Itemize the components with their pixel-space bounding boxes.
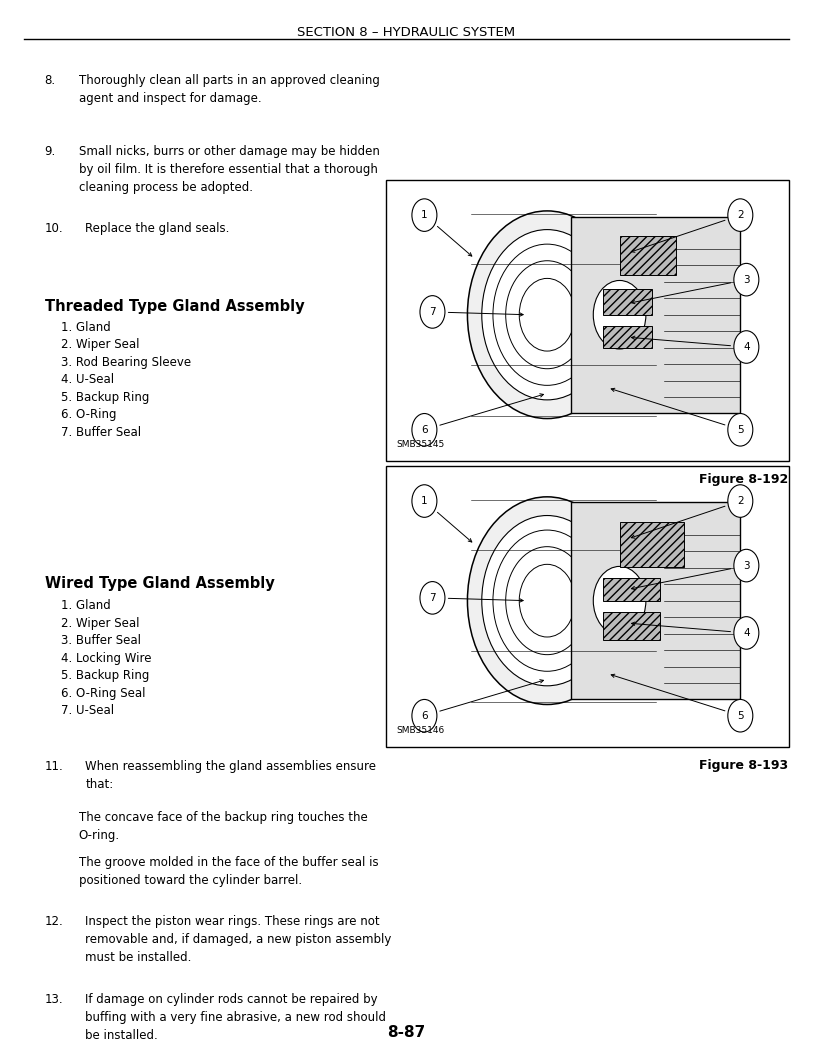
Circle shape bbox=[482, 516, 612, 686]
Text: 2. Wiper Seal: 2. Wiper Seal bbox=[61, 338, 140, 352]
Text: 6: 6 bbox=[421, 425, 428, 435]
Bar bbox=[603, 578, 660, 600]
Text: Replace the gland seals.: Replace the gland seals. bbox=[85, 222, 230, 235]
Text: Threaded Type Gland Assembly: Threaded Type Gland Assembly bbox=[45, 299, 304, 313]
Text: Wired Type Gland Assembly: Wired Type Gland Assembly bbox=[45, 576, 275, 591]
Text: 2: 2 bbox=[737, 496, 744, 506]
Text: 6: 6 bbox=[421, 711, 428, 721]
Bar bbox=[620, 236, 676, 275]
Text: cleaning process be adopted.: cleaning process be adopted. bbox=[79, 181, 253, 194]
Text: 4: 4 bbox=[743, 628, 750, 638]
Text: by oil film. It is therefore essential that a thorough: by oil film. It is therefore essential t… bbox=[79, 163, 378, 176]
Bar bbox=[386, 466, 789, 747]
Text: 3: 3 bbox=[743, 560, 750, 571]
Text: positioned toward the cylinder barrel.: positioned toward the cylinder barrel. bbox=[79, 874, 302, 886]
Text: 1. Gland: 1. Gland bbox=[61, 321, 111, 334]
Text: 7. U-Seal: 7. U-Seal bbox=[61, 704, 114, 717]
Circle shape bbox=[412, 199, 437, 231]
Circle shape bbox=[467, 497, 627, 704]
Text: 1: 1 bbox=[421, 210, 428, 220]
Text: 8-87: 8-87 bbox=[387, 1025, 426, 1040]
Text: 1. Gland: 1. Gland bbox=[61, 599, 111, 612]
Circle shape bbox=[734, 264, 759, 295]
Circle shape bbox=[412, 699, 437, 732]
Text: 5. Backup Ring: 5. Backup Ring bbox=[61, 391, 150, 403]
Text: 7: 7 bbox=[429, 593, 436, 603]
Text: If damage on cylinder rods cannot be repaired by: If damage on cylinder rods cannot be rep… bbox=[85, 993, 378, 1006]
Text: 12.: 12. bbox=[45, 915, 63, 928]
Bar bbox=[603, 326, 652, 348]
Text: 2: 2 bbox=[737, 210, 744, 220]
Text: 4: 4 bbox=[743, 342, 750, 352]
Text: 4. Locking Wire: 4. Locking Wire bbox=[61, 651, 151, 665]
Circle shape bbox=[728, 413, 753, 446]
Circle shape bbox=[412, 413, 437, 446]
Circle shape bbox=[520, 564, 575, 638]
Text: 5: 5 bbox=[737, 711, 744, 721]
Text: buffing with a very fine abrasive, a new rod should: buffing with a very fine abrasive, a new… bbox=[85, 1011, 386, 1024]
Text: When reassembling the gland assemblies ensure: When reassembling the gland assemblies e… bbox=[85, 760, 376, 773]
Text: Small nicks, burrs or other damage may be hidden: Small nicks, burrs or other damage may b… bbox=[79, 145, 380, 158]
Text: 10.: 10. bbox=[45, 222, 63, 235]
Circle shape bbox=[506, 546, 589, 654]
Circle shape bbox=[734, 330, 759, 363]
Text: Figure 8-193: Figure 8-193 bbox=[699, 759, 789, 772]
Text: agent and inspect for damage.: agent and inspect for damage. bbox=[79, 92, 262, 105]
Text: Inspect the piston wear rings. These rings are not: Inspect the piston wear rings. These rin… bbox=[85, 915, 380, 928]
Text: 13.: 13. bbox=[45, 993, 63, 1006]
Text: 6. O-Ring: 6. O-Ring bbox=[61, 408, 116, 421]
Text: 5: 5 bbox=[737, 425, 744, 435]
Circle shape bbox=[412, 485, 437, 517]
Circle shape bbox=[728, 699, 753, 732]
Circle shape bbox=[506, 261, 589, 369]
Text: SECTION 8 – HYDRAULIC SYSTEM: SECTION 8 – HYDRAULIC SYSTEM bbox=[298, 26, 515, 39]
Text: SMB35146: SMB35146 bbox=[396, 726, 445, 735]
Text: 9.: 9. bbox=[45, 145, 56, 158]
Text: 7: 7 bbox=[429, 307, 436, 317]
Text: removable and, if damaged, a new piston assembly: removable and, if damaged, a new piston … bbox=[85, 933, 392, 946]
Text: 4. U-Seal: 4. U-Seal bbox=[61, 373, 114, 387]
Circle shape bbox=[493, 245, 602, 385]
Circle shape bbox=[482, 230, 612, 400]
Text: that:: that: bbox=[85, 778, 114, 791]
Text: 1: 1 bbox=[421, 496, 428, 506]
Circle shape bbox=[420, 295, 445, 328]
Text: 6. O-Ring Seal: 6. O-Ring Seal bbox=[61, 686, 146, 700]
Text: 3: 3 bbox=[743, 274, 750, 285]
Text: must be installed.: must be installed. bbox=[85, 951, 192, 964]
Circle shape bbox=[467, 211, 627, 418]
Text: Figure 8-192: Figure 8-192 bbox=[699, 473, 789, 486]
Text: O-ring.: O-ring. bbox=[79, 829, 120, 842]
Text: 5. Backup Ring: 5. Backup Ring bbox=[61, 669, 150, 682]
Circle shape bbox=[493, 531, 602, 671]
Bar bbox=[603, 289, 652, 315]
Circle shape bbox=[728, 199, 753, 231]
Circle shape bbox=[420, 581, 445, 614]
Text: 8.: 8. bbox=[45, 74, 56, 87]
Circle shape bbox=[520, 279, 575, 352]
Circle shape bbox=[734, 550, 759, 581]
Bar bbox=[386, 180, 789, 461]
Text: 7. Buffer Seal: 7. Buffer Seal bbox=[61, 426, 141, 438]
Text: 11.: 11. bbox=[45, 760, 63, 773]
Text: SMB35145: SMB35145 bbox=[396, 441, 445, 449]
Bar bbox=[572, 216, 741, 413]
Text: The groove molded in the face of the buffer seal is: The groove molded in the face of the buf… bbox=[79, 856, 379, 868]
Bar bbox=[603, 612, 660, 640]
Text: 2. Wiper Seal: 2. Wiper Seal bbox=[61, 616, 140, 630]
Circle shape bbox=[593, 567, 646, 635]
Bar bbox=[572, 502, 741, 699]
Text: 3. Rod Bearing Sleeve: 3. Rod Bearing Sleeve bbox=[61, 356, 191, 369]
Bar bbox=[620, 522, 684, 567]
Circle shape bbox=[593, 281, 646, 349]
Text: The concave face of the backup ring touches the: The concave face of the backup ring touc… bbox=[79, 811, 367, 824]
Text: Thoroughly clean all parts in an approved cleaning: Thoroughly clean all parts in an approve… bbox=[79, 74, 380, 87]
Text: be installed.: be installed. bbox=[85, 1029, 158, 1042]
Circle shape bbox=[728, 485, 753, 517]
Circle shape bbox=[734, 616, 759, 649]
Text: 3. Buffer Seal: 3. Buffer Seal bbox=[61, 634, 141, 647]
